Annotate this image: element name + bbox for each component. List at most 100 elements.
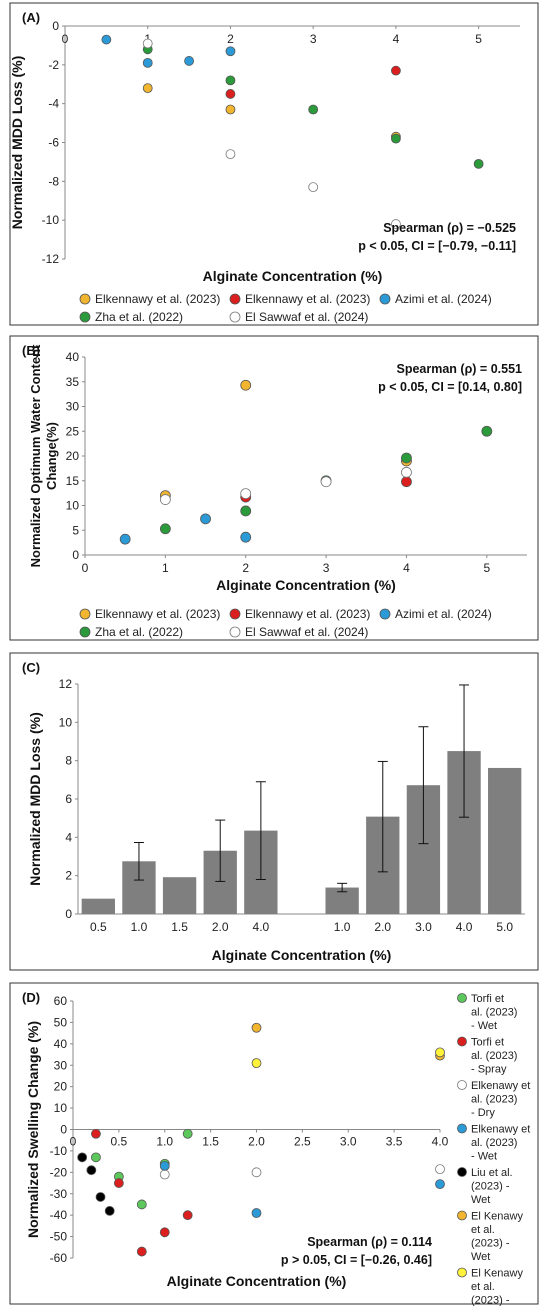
y-tick-label: 0 — [72, 548, 79, 562]
x-tick-label: 3.5 — [386, 1135, 403, 1149]
data-point — [435, 1164, 445, 1175]
data-point — [251, 1167, 262, 1178]
x-tick-label: 4.0 — [253, 920, 270, 934]
y-tick-label: -8 — [48, 174, 59, 188]
panel-label: (D) — [22, 990, 40, 1005]
data-point — [435, 1179, 445, 1190]
legend-marker — [457, 1267, 467, 1278]
data-point — [136, 1246, 147, 1257]
x-tick-label: 4 — [403, 561, 410, 575]
y-tick-label: 30 — [66, 400, 80, 414]
panel-d-stats-line: Spearman (ρ) = 0.114 — [307, 1235, 432, 1249]
x-tick-label: 3 — [323, 561, 330, 575]
data-point — [95, 1192, 106, 1202]
legend-marker — [379, 293, 391, 305]
data-point — [225, 75, 236, 86]
data-point — [401, 452, 412, 464]
y-tick-label: -12 — [42, 252, 60, 266]
legend-marker — [457, 1210, 467, 1221]
x-axis-title: Alginate Concentration (%) — [212, 947, 392, 963]
y-tick-label: -50 — [50, 1230, 68, 1244]
data-point — [77, 1152, 88, 1163]
y-tick-label: 50 — [54, 1015, 68, 1029]
legend-label: - Wet — [471, 1020, 497, 1032]
data-point — [473, 158, 484, 169]
legend-marker — [457, 1080, 467, 1090]
data-point — [391, 65, 401, 76]
legend-marker — [229, 311, 241, 323]
y-tick-label: -10 — [42, 213, 60, 227]
x-tick-label: 1.5 — [202, 1135, 219, 1149]
legend-label: El Sawwaf et al. (2024) — [245, 310, 368, 324]
legend-label: (2023) - — [471, 1238, 510, 1250]
legend-marker — [379, 608, 391, 620]
data-point — [225, 46, 236, 57]
legend-label: (2023) - — [471, 1295, 510, 1307]
data-point — [142, 38, 153, 49]
x-tick-label: 3.0 — [340, 1135, 357, 1149]
data-point — [101, 34, 112, 45]
legend-marker — [79, 626, 91, 638]
data-point — [113, 1178, 124, 1188]
x-tick-label: 1.5 — [171, 920, 188, 934]
legend-entry: Elkenawy et al. (2023)- Dry — [471, 1080, 530, 1119]
x-tick-label: 2 — [227, 32, 234, 46]
y-tick-label: -4 — [48, 97, 59, 111]
legend-label: Torfi et — [471, 993, 504, 1005]
legend-label: Wet — [471, 1251, 490, 1263]
y-tick-label: -40 — [50, 1208, 68, 1222]
panel-frame — [9, 2, 539, 326]
data-point — [481, 425, 493, 437]
legend-marker — [229, 608, 241, 620]
y-tick-label: 12 — [59, 677, 73, 691]
legend-label: et al. — [471, 1281, 495, 1293]
legend-label: - Wet — [471, 1151, 497, 1163]
y-tick-label: 2 — [65, 869, 72, 883]
x-tick-label: 0 — [70, 1135, 77, 1149]
x-tick-label: 2.0 — [374, 920, 391, 934]
legend-entry: Liu et al. (2023) -Wet — [471, 1167, 513, 1206]
y-tick-label: 5 — [72, 523, 79, 537]
panel-b-stats-line: Spearman (ρ) = 0.551 — [396, 362, 522, 376]
y-axis-title-line: Normalized Optimum Water Content — [28, 344, 43, 567]
bar — [488, 767, 522, 914]
panel-frame — [9, 982, 539, 1305]
x-axis-title: Alginate Concentration (%) — [203, 268, 383, 284]
y-tick-label: -10 — [50, 1144, 68, 1158]
legend-label: El Sawwaf et al. (2024) — [245, 625, 368, 639]
legend-label: (2023) - — [471, 1181, 510, 1193]
y-tick-label: 10 — [66, 499, 80, 513]
x-tick-label: 2.0 — [248, 1135, 265, 1149]
y-axis-title: Normalized Optimum Water Content Change(%… — [28, 344, 59, 567]
bar — [81, 898, 115, 914]
legend-label: Liu et al. — [471, 1167, 513, 1179]
y-axis-title-line: Change(%) — [44, 422, 59, 490]
legend-marker — [79, 293, 91, 305]
data-point — [159, 1227, 170, 1238]
data-point — [159, 494, 171, 505]
legend-label: El Kenawy — [471, 1268, 523, 1280]
x-axis-title: Alginate Concentration (%) — [216, 577, 396, 593]
y-tick-label: 4 — [65, 830, 72, 844]
data-point — [91, 1128, 101, 1139]
y-tick-label: 10 — [54, 1101, 68, 1115]
data-point — [308, 182, 319, 193]
legend-marker — [457, 1123, 467, 1134]
y-tick-label: -60 — [50, 1251, 68, 1265]
data-point — [225, 104, 236, 115]
data-point — [240, 505, 252, 517]
x-tick-label: 5 — [483, 561, 490, 575]
legend-label: Elkenawy et — [471, 1080, 530, 1092]
legend-label: Azimi et al. (2024) — [395, 607, 492, 621]
legend-label: El Kenawy — [471, 1211, 523, 1223]
panel-b-stats-line: p < 0.05, CI = [0.14, 0.80] — [378, 380, 522, 394]
y-tick-label: -20 — [50, 1165, 68, 1179]
y-tick-label: -30 — [50, 1187, 68, 1201]
y-tick-label: 0 — [52, 19, 59, 33]
panel-frame — [9, 335, 539, 641]
legend-label: Zha et al. (2022) — [95, 310, 183, 324]
data-point — [251, 1022, 262, 1033]
legend-marker — [229, 293, 241, 305]
panel-a-stats-line: p < 0.05, CI = [−0.79, −0.11] — [358, 239, 516, 253]
